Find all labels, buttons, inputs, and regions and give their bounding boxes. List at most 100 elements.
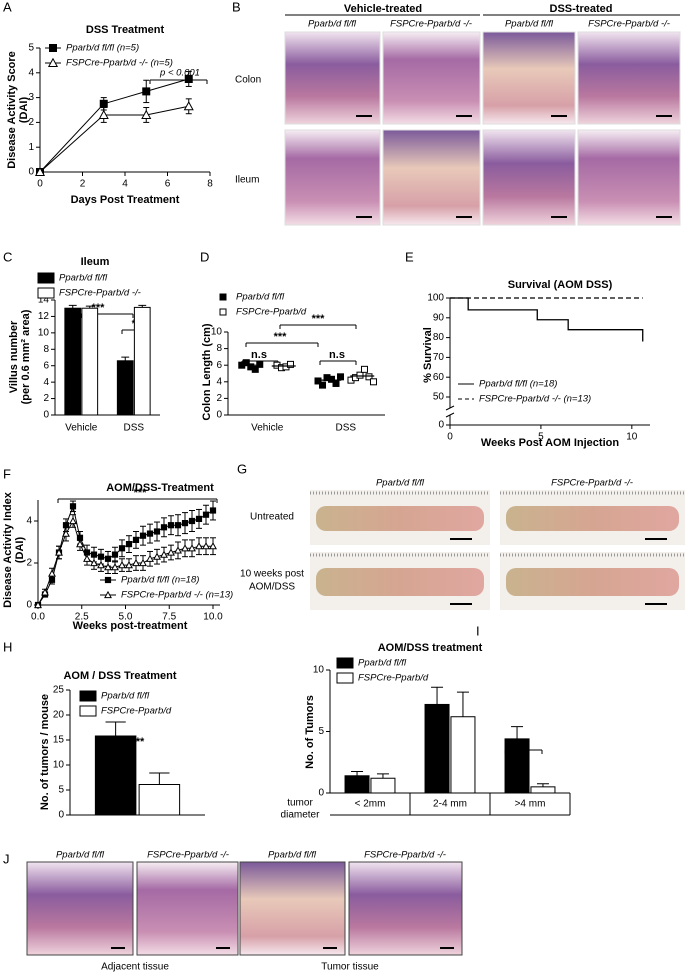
y-tick-label: 4 — [26, 516, 32, 527]
axis-break — [445, 412, 455, 418]
panel-letter: E — [405, 249, 414, 264]
marker — [181, 544, 189, 552]
micrograph — [26, 861, 134, 956]
legend-label: FSPCre-Pparb/d — [236, 307, 307, 318]
marker — [209, 542, 217, 550]
marker — [98, 109, 109, 119]
legend-swatch — [37, 272, 55, 284]
x-tick-label: 5.0 — [119, 612, 133, 623]
marker — [337, 373, 345, 381]
marker — [111, 563, 119, 571]
panel-letter: B — [232, 0, 241, 14]
column-label: FSPCre-Pparb/d -/- — [364, 850, 446, 861]
y-axis-label: Colon Length (cm) — [201, 323, 213, 420]
error-bar — [431, 686, 444, 705]
y-tick-label: 70 — [433, 352, 445, 363]
marker — [125, 541, 133, 548]
group-header: DSS-treated — [550, 3, 613, 15]
bar — [133, 306, 151, 416]
error-bar — [351, 770, 364, 776]
marker — [167, 548, 175, 556]
x-axis-label: diameter — [281, 810, 321, 821]
panel-letter: D — [200, 249, 209, 264]
chart-title: Ileum — [81, 256, 110, 268]
x-tick-label: 7.5 — [162, 612, 176, 623]
column-label: Pparb/d fl/fl — [376, 478, 425, 489]
y-tick-label: 0 — [28, 167, 34, 178]
micrograph — [284, 31, 381, 125]
y-tick-label: 5 — [318, 726, 324, 737]
panel-letter: C — [3, 249, 12, 264]
marker — [328, 375, 336, 383]
legend-label: Pparb/d fl/fl — [236, 292, 285, 303]
colon-tissue — [506, 506, 679, 531]
marker — [90, 558, 98, 567]
column-label: FSPCre-Pparb/d -/- — [588, 19, 670, 30]
y-tick-label: 10 — [53, 760, 65, 771]
y-axis-label: % Survival — [422, 327, 434, 383]
chart-title: AOM/DSS treatment — [378, 642, 483, 654]
y-tick-label: 6 — [43, 360, 49, 371]
x-tick-label: 6 — [165, 179, 171, 190]
group-label: Tumor tissue — [321, 962, 379, 973]
legend-swatch — [79, 705, 97, 717]
error-bar — [376, 773, 389, 779]
annotation: n.s — [251, 349, 267, 361]
marker — [125, 560, 133, 569]
chart-title: Survival (AOM DSS) — [508, 279, 613, 291]
x-tick-label: 10 — [626, 432, 638, 443]
marker — [286, 360, 294, 368]
y-tick-label: 90 — [433, 312, 445, 323]
bar — [424, 703, 450, 794]
y-tick-label: 50 — [433, 392, 445, 403]
y-axis-label: (DAI) — [14, 537, 26, 564]
y-tick-label: 8 — [216, 343, 222, 354]
error-bar — [85, 305, 94, 309]
y-tick-label: 4 — [216, 376, 222, 387]
marker — [160, 524, 168, 531]
marker — [369, 378, 377, 386]
y-tick-label: 10 — [313, 665, 325, 676]
marker — [34, 166, 46, 176]
marker — [34, 600, 42, 609]
legend-label: Pparb/d fl/fl — [101, 691, 150, 702]
marker — [256, 360, 264, 368]
x-tick-label: Vehicle — [65, 423, 98, 434]
chart-title: DSS Treatment — [86, 24, 165, 36]
error-bar — [511, 726, 524, 739]
micrograph — [284, 129, 381, 226]
y-tick-label: 8 — [43, 344, 49, 355]
error-bar — [121, 356, 130, 361]
legend-label: Pparb/d fl/fl (n=18) — [121, 575, 199, 586]
panel-letter: F — [3, 466, 11, 481]
x-tick-label: >4 mm — [515, 799, 546, 810]
marker — [142, 87, 151, 96]
annotation: n.s — [329, 349, 345, 361]
marker — [141, 109, 152, 119]
panel-letter: G — [237, 461, 247, 476]
x-tick-label: < 2mm — [355, 799, 386, 810]
y-axis-label: Disease Activity Index — [2, 491, 14, 608]
marker — [118, 560, 126, 569]
marker — [111, 551, 119, 558]
row-label: AOM/DSS — [249, 582, 295, 593]
marker — [153, 552, 161, 560]
y-tick-label: 2 — [26, 558, 32, 569]
marker — [195, 542, 203, 550]
marker — [174, 546, 182, 554]
marker — [55, 548, 63, 556]
marker — [83, 554, 91, 562]
legend-label: FSPCre-Pparb/d — [101, 706, 172, 717]
x-tick-label: DSS — [335, 423, 356, 434]
marker — [188, 544, 196, 552]
bar — [64, 307, 82, 416]
y-tick-label: 0 — [318, 788, 324, 799]
bar — [138, 784, 181, 816]
annotation: p < 0.001 — [159, 68, 200, 79]
y-tick-label: 14 — [38, 295, 50, 306]
marker — [41, 588, 49, 596]
y-tick-label: 15 — [53, 735, 65, 746]
y-tick-label: 2 — [216, 393, 222, 404]
panel-letter: I — [476, 623, 480, 638]
